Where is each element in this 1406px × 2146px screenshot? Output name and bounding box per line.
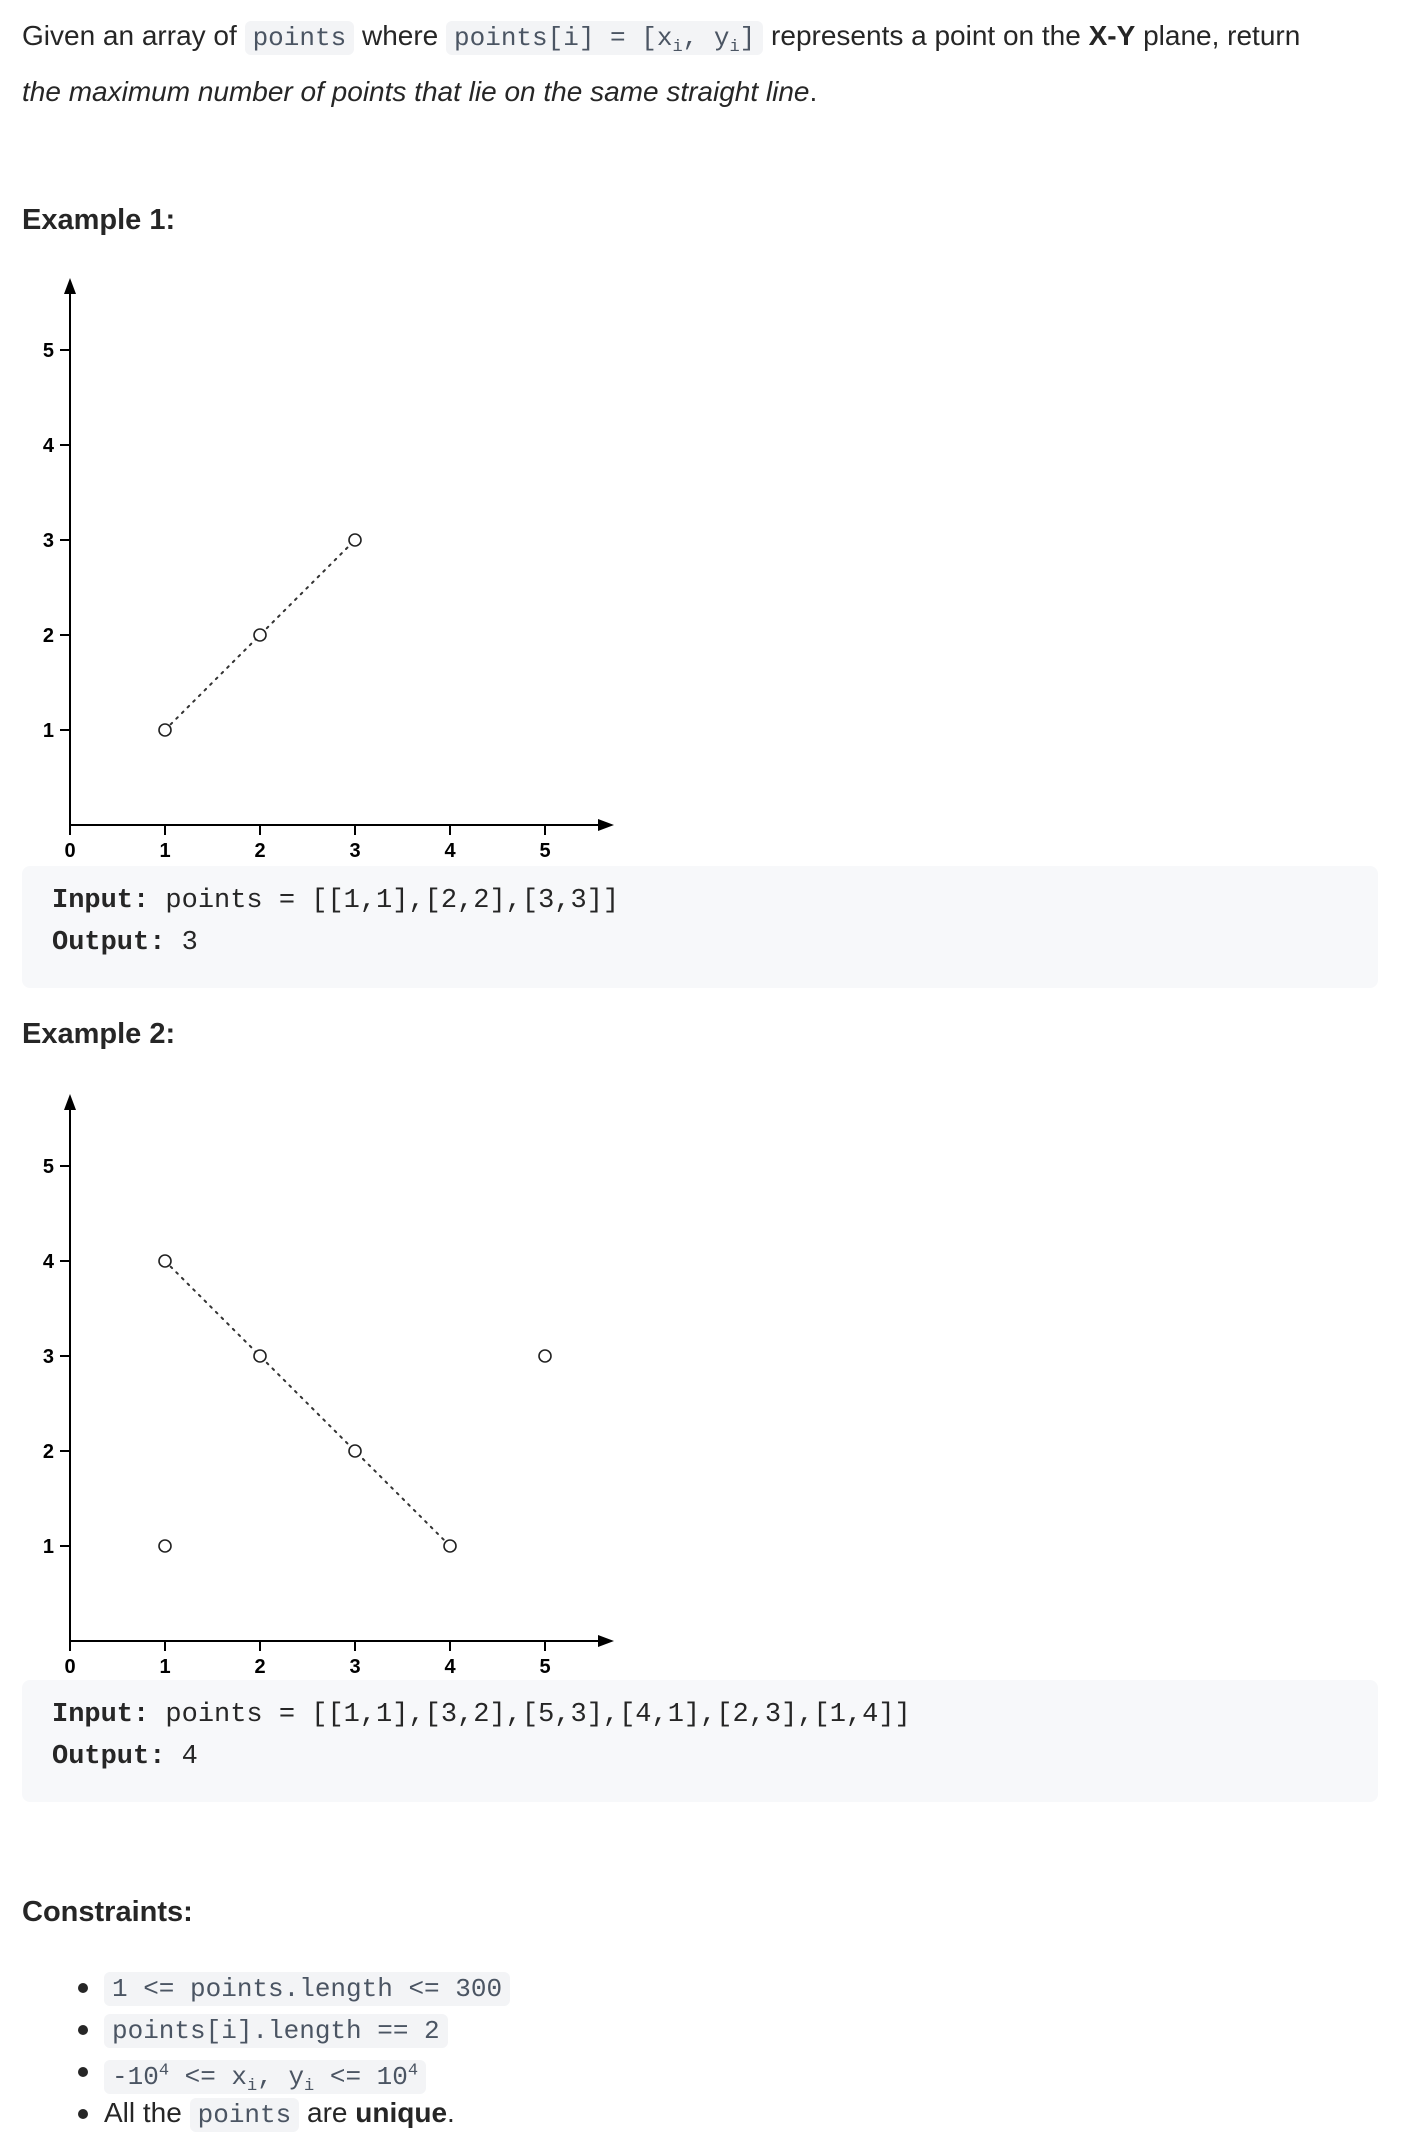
example-1-output: Output: 3 xyxy=(52,928,198,958)
data-point xyxy=(253,1349,267,1363)
x-tick-label: 0 xyxy=(64,1656,75,1676)
data-point xyxy=(443,1539,457,1553)
y-tick-label: 1 xyxy=(43,720,54,742)
example-2-chart: 0 1 2 3 4 5 1 2 3 4 5 xyxy=(43,1094,614,1676)
x-tick-label: 3 xyxy=(349,840,360,860)
constraint-item: All the points are unique. xyxy=(70,2092,510,2134)
y-axis-arrow-icon xyxy=(64,278,76,294)
intro-text: plane, return xyxy=(1135,20,1301,51)
constraint-item: points[i].length == 2 xyxy=(70,2008,510,2050)
example-1-box: Input: points = [[1,1],[2,2],[3,3]] Outp… xyxy=(22,866,1378,988)
y-tick-label: 3 xyxy=(43,530,54,552)
constraint-item: -104 <= xi, yi <= 104 xyxy=(70,2050,510,2096)
example-1-chart: 0 1 2 3 4 5 1 2 3 4 5 xyxy=(43,278,614,860)
intro-text: represents a point on the xyxy=(763,20,1089,51)
data-point xyxy=(253,628,267,642)
inline-code-points: points xyxy=(244,21,355,55)
y-tick-label: 4 xyxy=(43,435,55,457)
constraint-item: 1 <= points.length <= 300 xyxy=(70,1966,511,2008)
intro-text: Given an array of xyxy=(22,20,245,51)
y-tick-label: 1 xyxy=(43,1536,54,1558)
y-tick-label: 5 xyxy=(43,340,54,362)
series-line xyxy=(164,539,356,731)
y-tick-label: 2 xyxy=(43,625,54,647)
data-point xyxy=(158,723,172,737)
x-tick-label: 5 xyxy=(539,1656,550,1676)
intro-text: . xyxy=(809,76,818,108)
x-tick-label: 2 xyxy=(254,1656,265,1676)
y-tick-label: 3 xyxy=(43,1346,54,1368)
x-axis-arrow-icon xyxy=(598,819,614,831)
constraints-heading: Constraints: xyxy=(22,1896,193,1928)
x-tick-label: 1 xyxy=(159,1656,170,1676)
data-point xyxy=(348,533,362,547)
example-2-box: Input: points = [[1,1],[3,2],[5,3],[4,1]… xyxy=(22,1680,1378,1802)
example-2-heading: Example 2: xyxy=(22,1018,176,1050)
intro-text: where xyxy=(354,20,447,51)
y-tick-label: 5 xyxy=(43,1156,54,1178)
x-tick-label: 3 xyxy=(349,1656,360,1676)
y-tick-label: 4 xyxy=(43,1251,55,1273)
x-tick-label: 5 xyxy=(539,840,550,860)
data-point xyxy=(158,1539,172,1553)
example-1-input: Input: points = [[1,1],[2,2],[3,3]] xyxy=(52,886,620,916)
x-axis-arrow-icon xyxy=(598,1635,614,1647)
example-1-heading: Example 1: xyxy=(22,204,176,236)
data-point xyxy=(348,1444,362,1458)
intro-bold: X-Y xyxy=(1088,20,1136,51)
x-tick-label: 1 xyxy=(159,840,170,860)
x-tick-label: 2 xyxy=(254,840,265,860)
x-tick-label: 4 xyxy=(444,1656,456,1676)
x-tick-label: 0 xyxy=(64,840,75,860)
x-tick-label: 4 xyxy=(444,840,456,860)
intro-italic: the maximum number of points that lie on… xyxy=(22,76,810,108)
inline-code-point-def: points[i] = [xi, yi] xyxy=(446,21,764,57)
data-point xyxy=(538,1349,552,1363)
series-line xyxy=(164,1260,451,1547)
data-point xyxy=(158,1254,172,1268)
y-tick-label: 2 xyxy=(43,1441,54,1463)
y-axis-arrow-icon xyxy=(64,1094,76,1110)
example-2-input: Input: points = [[1,1],[3,2],[5,3],[4,1]… xyxy=(52,1700,911,1730)
problem-description: Given an array of points where points[i]… xyxy=(22,14,1382,114)
constraints-list: 1 <= points.length <= 300 points[i].leng… xyxy=(70,1966,511,2134)
example-2-output: Output: 4 xyxy=(52,1742,198,1772)
